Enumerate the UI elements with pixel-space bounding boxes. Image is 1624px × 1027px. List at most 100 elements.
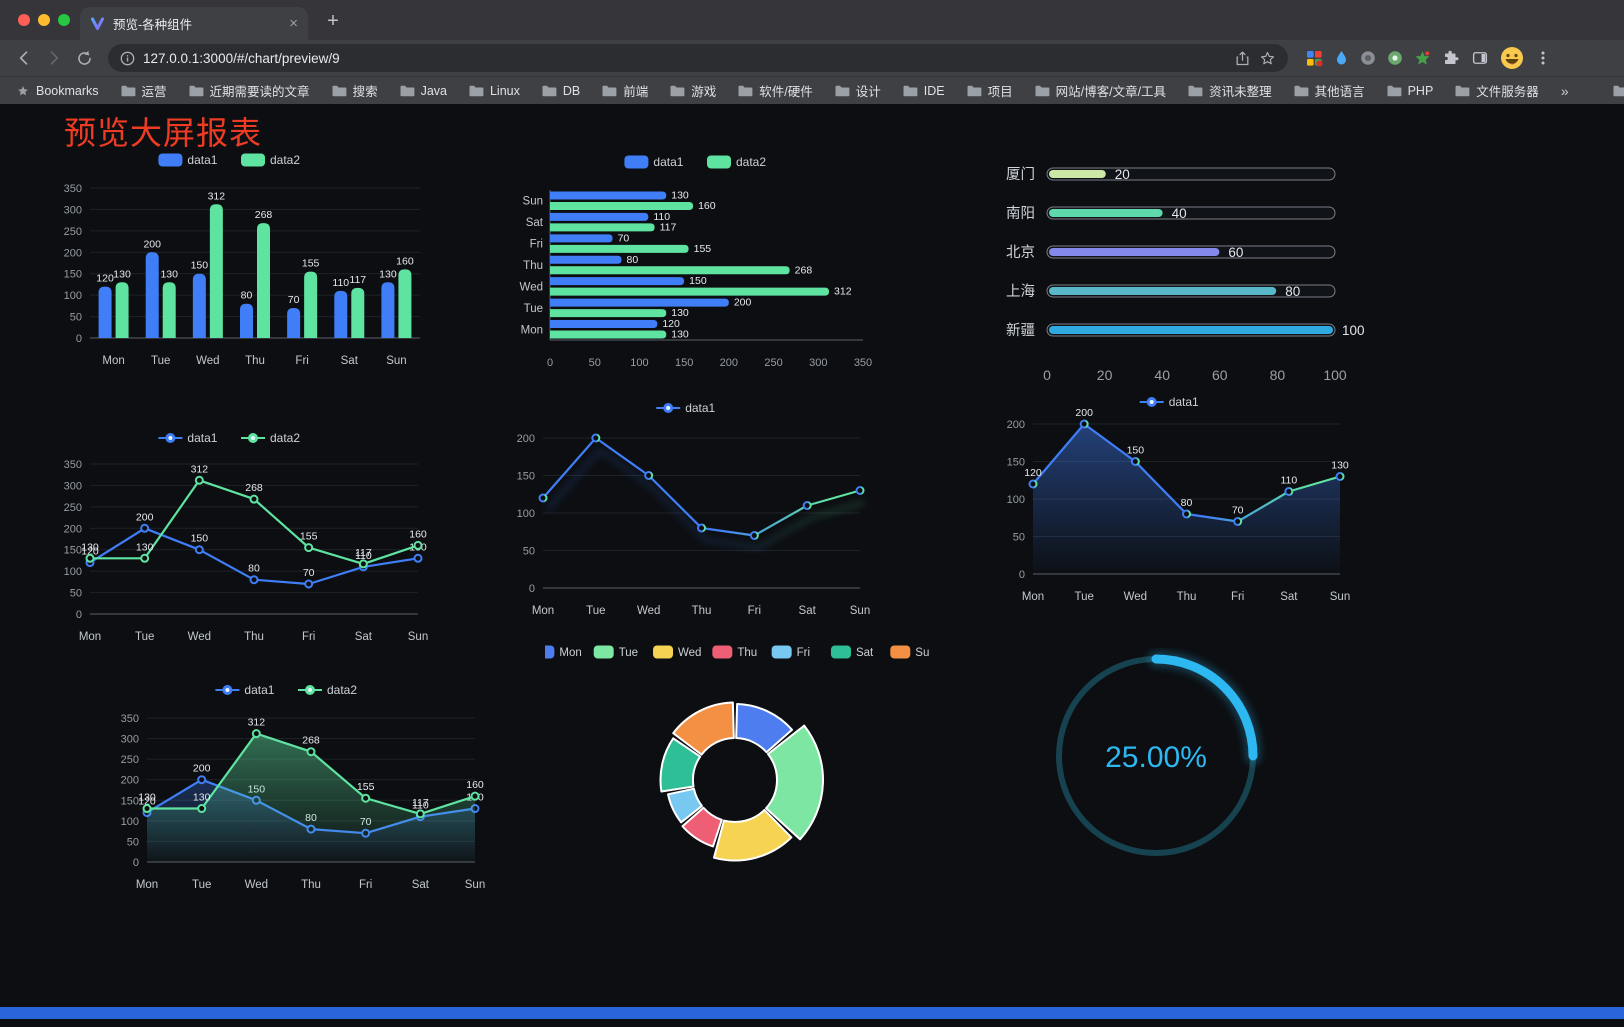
legend-item-data1[interactable]: data1 [656,401,716,415]
rose-slice-Thu[interactable] [681,806,723,848]
bookmark-item[interactable]: Linux [469,84,520,98]
svg-text:120: 120 [96,273,114,285]
legend-item-Sat[interactable]: Sat [830,645,874,660]
legend-item-data1[interactable]: data1 [1139,395,1199,409]
svg-text:150: 150 [121,795,139,807]
menu-kebab-icon[interactable] [1535,50,1551,66]
address-bar[interactable]: 127.0.0.1:3000/#/chart/preview/9 [108,44,1288,72]
legend-item-Sun[interactable]: Sun [890,645,930,660]
rose-slice-Sat[interactable] [659,737,702,793]
legend-item-data2[interactable]: data2 [707,155,766,169]
bookmark-item[interactable]: 搜索 [332,81,378,100]
svg-text:Fri: Fri [302,631,315,643]
bookmark-item[interactable]: DB [542,84,580,98]
svg-text:Mon: Mon [559,647,581,659]
bookmark-item[interactable]: 游戏 [670,81,716,100]
legend-item-data2[interactable]: data2 [241,431,300,445]
bookmark-item[interactable]: 运营 [121,81,167,100]
legend-item-data1[interactable]: data1 [158,153,218,167]
rose-slice-Mon[interactable] [735,703,794,754]
svg-text:110: 110 [412,800,429,812]
other-bookmarks-folder[interactable]: 其他书签 [1613,81,1624,100]
rose-slice-Wed[interactable] [712,808,793,862]
forward-button[interactable] [40,44,68,72]
legend-item-data2[interactable]: data2 [241,153,300,167]
svg-text:130: 130 [1331,460,1349,472]
zoom-window-button[interactable] [58,14,70,26]
bookmark-item[interactable]: 文件服务器 [1455,81,1539,100]
svg-text:80: 80 [1285,284,1300,299]
bookmark-item[interactable]: Java [400,84,447,98]
svg-text:200: 200 [143,238,161,250]
bookmark-item[interactable]: 软件/硬件 [738,81,813,100]
legend-item-data1[interactable]: data1 [215,683,275,697]
legend-item-Fri[interactable]: Fri [771,645,810,660]
legend-item-Wed[interactable]: Wed [653,645,701,660]
svg-text:data2: data2 [270,431,300,445]
svg-text:40: 40 [1154,367,1170,383]
bookmark-item[interactable]: 设计 [835,81,881,100]
legend-item-data1[interactable]: data1 [624,155,684,169]
svg-text:Wed: Wed [637,605,660,617]
new-tab-button[interactable]: + [327,9,339,32]
side-panel-icon[interactable] [1471,49,1489,67]
bookmark-label: Java [420,83,447,98]
svg-text:130: 130 [160,268,178,280]
svg-text:Sat: Sat [526,217,544,229]
svg-text:130: 130 [379,268,397,280]
bookmark-item[interactable]: 前端 [602,81,648,100]
svg-text:Sun: Sun [915,647,930,659]
profile-avatar[interactable] [1500,46,1524,70]
legend-item-Thu[interactable]: Thu [712,645,757,660]
extension-grid-icon[interactable] [1306,50,1323,67]
bookmark-item[interactable]: 近期需要读的文章 [189,81,310,100]
svg-text:268: 268 [255,209,273,221]
close-window-button[interactable] [18,14,30,26]
minimize-window-button[interactable] [38,14,50,26]
browser-tab[interactable]: 预览-各种组件 × [80,7,308,40]
reload-button[interactable] [70,44,98,72]
tab-close-icon[interactable]: × [289,15,298,32]
bookmark-star-icon[interactable] [1259,50,1276,67]
line-chart-canvas: data1 0 50 100 150 200 Mon Tue Wed Thu Fri Sat Sun [517,401,871,617]
svg-text:200: 200 [1007,419,1025,431]
back-button[interactable] [10,44,38,72]
chart-legend: data1 data2 [624,155,766,169]
svg-text:上海: 上海 [1006,283,1035,300]
extension-circle-green-icon[interactable] [1387,50,1403,66]
legend-item-data1[interactable]: data1 [158,431,218,445]
bookmark-item[interactable]: PHP [1387,84,1433,98]
legend-item-Mon[interactable]: Mon [545,645,582,660]
svg-text:0: 0 [547,357,553,369]
bookmarks-manager-item[interactable]: Bookmarks [16,84,99,98]
bookmarks-overflow-chevron[interactable]: » [1560,82,1569,99]
bookmark-item[interactable]: 资讯未整理 [1188,81,1272,100]
site-info-icon[interactable] [120,51,135,66]
svg-text:Sat: Sat [341,355,359,367]
bookmark-item[interactable]: 项目 [967,81,1013,100]
extension-drop-icon[interactable] [1334,50,1349,66]
svg-text:80: 80 [1270,367,1286,383]
bookmark-label: 运营 [141,85,167,99]
extension-circle-gray-icon[interactable] [1360,50,1376,66]
legend-item-Tue[interactable]: Tue [593,645,638,660]
legend-item-data2[interactable]: data2 [298,683,357,697]
page-title: 预览大屏报表 [64,115,263,151]
bookmark-item[interactable]: 其他语言 [1294,81,1365,100]
extension-star-green-icon[interactable] [1414,50,1431,67]
svg-text:250: 250 [764,357,782,369]
extensions-puzzle-icon[interactable] [1442,49,1460,67]
svg-text:120: 120 [1024,467,1042,479]
two-series-area-chart: data1 data2 0 50 100 150 200 250 300 350 Mon Tue Wed… [95,678,487,913]
svg-text:350: 350 [64,183,82,195]
bookmark-item[interactable]: 网站/博客/文章/工具 [1035,81,1166,100]
svg-text:160: 160 [409,528,427,540]
share-icon[interactable] [1234,50,1251,67]
rose-slice-Tue[interactable] [765,724,824,841]
bookmark-item[interactable]: IDE [903,84,945,98]
svg-text:80: 80 [1181,497,1193,509]
svg-text:300: 300 [64,204,82,216]
hbar-data1-Fri [550,234,613,243]
rose-slice-Fri[interactable] [667,787,703,824]
rose-slice-Sun[interactable] [672,701,735,756]
